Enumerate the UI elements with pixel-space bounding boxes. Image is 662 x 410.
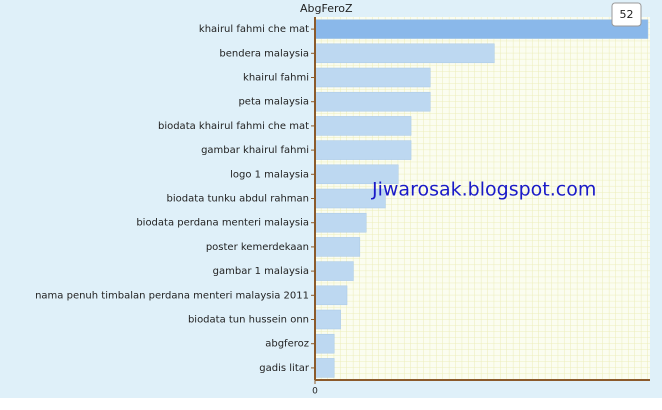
chart-title: AbgFeroZ <box>300 2 353 15</box>
bar <box>314 67 431 88</box>
bar <box>314 116 412 136</box>
y-tick-label: nama penuh timbalan perdana menteri mala… <box>35 290 309 301</box>
bar <box>314 212 367 233</box>
bar <box>314 43 495 64</box>
x-tick-label: 0 <box>312 387 318 397</box>
bar <box>314 237 361 257</box>
tooltip: 52 <box>611 2 642 27</box>
tooltip-label: 52 <box>620 8 634 21</box>
y-tick-label: biodata khairul fahmi che mat <box>158 121 309 132</box>
bar <box>314 309 341 330</box>
watermark: Jiwarosak.blogspot.com <box>371 179 596 201</box>
y-tick-label: biodata tunku abdul rahman <box>167 194 309 205</box>
y-tick-label: bendera malaysia <box>219 48 309 59</box>
bar <box>314 140 412 160</box>
y-tick-label: poster kemerdekaan <box>206 242 309 253</box>
y-tick-label: abgferoz <box>265 339 309 350</box>
y-tick-label: biodata perdana menteri malaysia <box>136 218 309 229</box>
y-tick-label: gambar khairul fahmi <box>201 145 309 156</box>
y-tick-label: peta malaysia <box>238 97 309 108</box>
bar <box>314 261 354 281</box>
y-tick-label: gadis litar <box>259 363 310 374</box>
y-tick-label: khairul fahmi <box>243 73 309 84</box>
bar <box>314 358 335 378</box>
tooltip-box <box>611 2 642 27</box>
y-tick-label: biodata tun hussein onn <box>188 315 309 326</box>
bar <box>314 91 431 112</box>
y-tick-label: gambar 1 malaysia <box>213 266 309 277</box>
y-tick-label: logo 1 malaysia <box>230 169 309 180</box>
bar <box>314 333 335 354</box>
bar <box>314 285 348 306</box>
bar <box>314 19 649 39</box>
y-tick-label: khairul fahmi che mat <box>199 24 309 35</box>
